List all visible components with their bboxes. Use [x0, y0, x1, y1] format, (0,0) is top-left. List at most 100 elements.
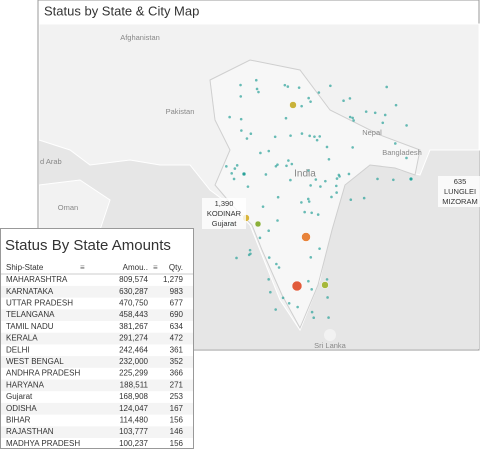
annotation-text: 1,390 [215, 199, 234, 208]
city-dot [275, 262, 278, 266]
city-dot [330, 195, 333, 199]
city-dot [334, 184, 338, 188]
city-dot [307, 169, 310, 172]
city-dot [225, 165, 228, 168]
city-dot [324, 179, 327, 183]
city-dot [316, 213, 320, 216]
table-cell: 225,299 [119, 369, 148, 378]
city-bubble [408, 176, 414, 182]
city-dot [274, 164, 278, 168]
table-cell: 470,750 [119, 299, 148, 308]
table-cell: 381,267 [119, 322, 148, 331]
city-bubble [289, 101, 297, 109]
city-dot [235, 256, 238, 260]
city-bubble [241, 171, 247, 177]
city-dot [300, 132, 304, 135]
city-dot [246, 185, 250, 188]
table-cell: KARNATAKA [6, 287, 54, 296]
table-cell: 146 [170, 427, 184, 436]
city-dot [315, 138, 319, 142]
city-dot [258, 236, 262, 240]
table-cell: ODISHA [6, 404, 37, 413]
city-dot [259, 151, 262, 155]
row-band [1, 356, 193, 368]
city-dot [317, 91, 321, 94]
city-dot [239, 83, 242, 87]
annotation-text: Gujarat [212, 219, 238, 228]
table-cell: 242,464 [119, 345, 148, 354]
city-dot [342, 99, 345, 103]
table-cell: 472 [170, 334, 184, 343]
table-cell: 809,574 [119, 275, 148, 284]
city-dot [310, 211, 313, 215]
city-dot [235, 164, 239, 167]
table-cell: 188,511 [120, 380, 149, 389]
city-dot [267, 149, 271, 153]
city-dot [394, 103, 398, 107]
sort-icon: ≡ [80, 263, 85, 272]
column-header: Amou.. [123, 263, 148, 272]
table-cell: 156 [170, 416, 184, 425]
table-cell: DELHI [6, 345, 30, 354]
city-dot [309, 100, 312, 103]
sort-icon: ≡ [153, 263, 158, 272]
city-dot [364, 110, 368, 113]
table-cell: 361 [170, 345, 184, 354]
city-dot [283, 83, 287, 87]
city-dot [312, 316, 316, 320]
city-dot [232, 177, 236, 181]
city-dot [405, 156, 408, 160]
city-dot [239, 117, 243, 121]
table-cell: 1,279 [163, 275, 184, 284]
city-dot [228, 115, 231, 119]
city-dot [352, 119, 355, 122]
city-dot [273, 135, 277, 139]
city-dot [337, 173, 341, 177]
map-title: Status by State & City Map [44, 3, 199, 18]
table-cell: WEST BENGAL [6, 357, 64, 366]
city-dot [335, 177, 339, 180]
row-band [1, 402, 193, 415]
india-shape [209, 59, 421, 330]
city-dot [254, 78, 258, 82]
city-dot [310, 310, 314, 314]
table-cell: BIHAR [6, 416, 31, 425]
city-dot [348, 115, 352, 119]
city-dot [325, 145, 329, 149]
row-band [1, 332, 193, 345]
city-dot [327, 157, 331, 161]
city-dot [405, 124, 408, 127]
sri-lanka [324, 329, 336, 341]
table-cell: 100,237 [119, 439, 148, 448]
table-cell: 291,274 [119, 334, 148, 343]
map-label: Oman [58, 203, 78, 212]
city-dot [230, 172, 233, 175]
row-band [1, 379, 193, 392]
table-cell: 168,908 [119, 392, 148, 401]
column-header: Qty. [169, 263, 183, 272]
table-cell: 124,047 [119, 404, 148, 413]
map-label: Sri Lanka [314, 341, 347, 350]
city-dot [319, 185, 322, 188]
city-dot [347, 172, 351, 176]
city-dot [385, 85, 389, 89]
table-cell: 983 [170, 287, 184, 296]
city-dot [307, 279, 310, 283]
city-dot [249, 132, 253, 136]
table-title: Status By State Amounts [5, 237, 171, 254]
city-bubble [301, 232, 311, 242]
annotation-text: KODINAR [207, 209, 242, 218]
table-cell: 634 [170, 322, 184, 331]
row-band [1, 426, 193, 438]
table-cell: TAMIL NADU [6, 322, 54, 331]
table-cell: TELANGANA [6, 310, 55, 319]
city-bubble [321, 281, 329, 289]
city-dot [257, 90, 260, 94]
city-dot [300, 104, 303, 108]
table-cell: 253 [170, 392, 184, 401]
table-cell: 114,480 [120, 416, 149, 425]
map-label: d Arab [40, 157, 62, 166]
table-cell: Gujarat [6, 392, 33, 401]
city-bubble [254, 220, 262, 228]
city-dot [289, 178, 292, 182]
